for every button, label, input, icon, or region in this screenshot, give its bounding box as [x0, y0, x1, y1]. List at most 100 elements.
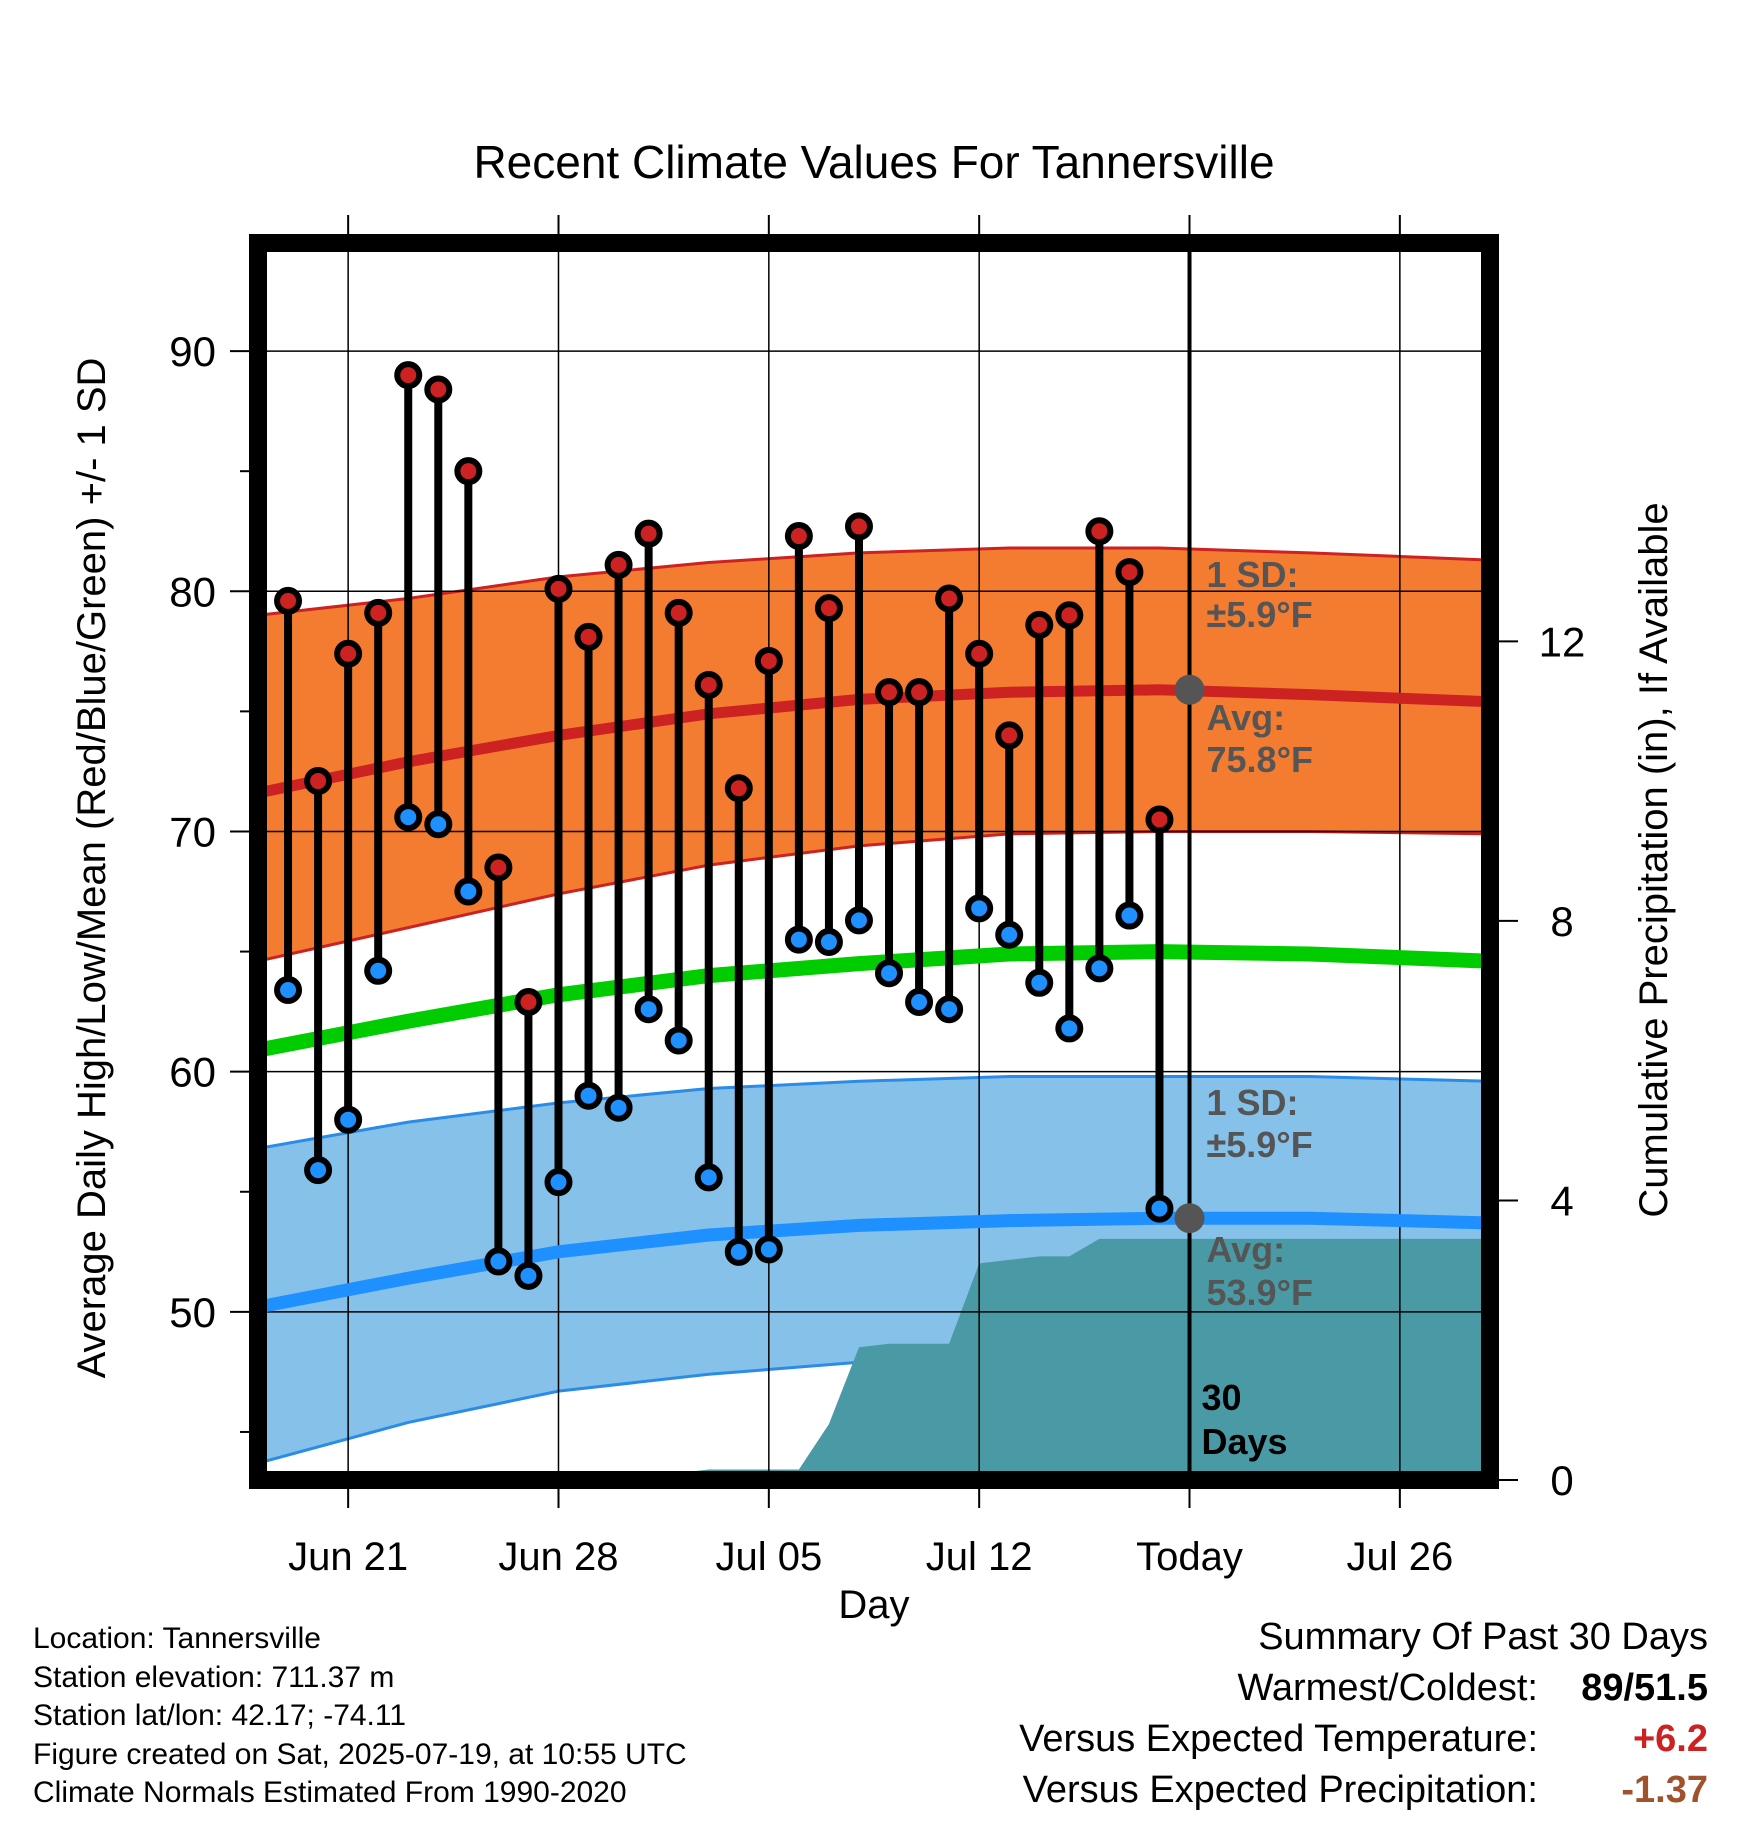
- high-point: [544, 574, 573, 603]
- days-number: 30: [1202, 1377, 1242, 1418]
- low-point: [814, 927, 843, 956]
- high-point: [1025, 610, 1054, 639]
- high-point: [995, 721, 1024, 750]
- low-avg-value: 53.9°F: [1207, 1272, 1313, 1313]
- station-info: Location: Tannersville Station elevation…: [33, 1620, 687, 1813]
- plot-frame: [249, 234, 1499, 1489]
- high-point: [1145, 805, 1174, 834]
- low-point: [784, 925, 813, 954]
- high-point: [784, 522, 813, 551]
- high-point: [814, 594, 843, 623]
- high-point: [454, 457, 483, 486]
- high-avg-value: 75.8°F: [1207, 739, 1313, 780]
- x-tick-label: Jul 26: [1346, 1535, 1453, 1579]
- high-point: [965, 639, 994, 668]
- today-high-avg-marker: [1174, 674, 1205, 705]
- low-point: [484, 1247, 513, 1276]
- high-point: [424, 375, 453, 404]
- elevation-text: Station elevation: 711.37 m: [33, 1660, 395, 1694]
- high-point: [1055, 601, 1084, 630]
- x-tick-label: Jun 28: [498, 1535, 618, 1579]
- y-axis-title: Average Daily High/Low/Mean (Red/Blue/Gr…: [70, 358, 114, 1379]
- y2-axis-title: Cumulative Precipitation (in), If Availa…: [1632, 502, 1676, 1217]
- low-point: [424, 810, 453, 839]
- high-avg-label: Avg:: [1207, 697, 1286, 738]
- low-point: [574, 1081, 603, 1110]
- low-point: [364, 956, 393, 985]
- low-point: [1055, 1014, 1084, 1043]
- high-point: [694, 670, 723, 699]
- low-point: [394, 803, 423, 832]
- y-tick-label: 80: [169, 568, 216, 615]
- low-point: [634, 995, 663, 1024]
- high-point: [604, 550, 633, 579]
- today-low-avg-marker: [1174, 1203, 1205, 1234]
- high-point: [394, 361, 423, 390]
- low-sd-label: 1 SD:: [1207, 1082, 1299, 1123]
- low-point: [604, 1093, 633, 1122]
- high-point: [724, 774, 753, 803]
- axes: 50 60 70 80 90 0 4 8 12 Jun 21 Jun 28 Jul 05 Jul 12 T…: [169, 215, 1585, 1579]
- normals-text: Climate Normals Estimated From 1990-2020: [33, 1776, 627, 1809]
- high-point: [664, 598, 693, 627]
- summary-temp-row: Versus Expected Temperature: +6.2: [1019, 1714, 1708, 1765]
- temp-anomaly-label: Versus Expected Temperature:: [1019, 1718, 1538, 1760]
- high-point: [905, 678, 934, 707]
- high-sd-value: ±5.9°F: [1207, 594, 1313, 635]
- y-tick-label: 70: [169, 808, 216, 855]
- warmest-label: Warmest/Coldest:: [1237, 1667, 1538, 1709]
- precipitation-area: [258, 1238, 1490, 1480]
- low-point: [754, 1235, 783, 1264]
- low-point: [1145, 1194, 1174, 1223]
- high-point: [364, 598, 393, 627]
- low-point: [875, 959, 904, 988]
- y2-tick-label: 8: [1550, 898, 1573, 945]
- low-point: [905, 988, 934, 1017]
- latlon-text: Station lat/lon: 42.17; -74.11: [33, 1699, 407, 1732]
- x-axis-title: Day: [838, 1583, 909, 1627]
- high-point: [634, 519, 663, 548]
- low-point: [844, 906, 873, 935]
- temp-anomaly-value: +6.2: [1632, 1718, 1708, 1760]
- low-sd-upper-line: [258, 1075, 1490, 1150]
- precip-anomaly-value: -1.37: [1621, 1769, 1708, 1811]
- high-point: [754, 646, 783, 675]
- low-point: [274, 976, 303, 1005]
- low-point: [694, 1163, 723, 1192]
- high-sd-label: 1 SD:: [1207, 554, 1299, 595]
- high-point: [484, 853, 513, 882]
- x-tick-label: Jun 21: [288, 1535, 408, 1579]
- precip-anomaly-label: Versus Expected Precipitation:: [1022, 1769, 1538, 1811]
- low-avg-label: Avg:: [1207, 1229, 1286, 1270]
- x-tick-label: Jul 05: [715, 1535, 822, 1579]
- low-point: [935, 995, 964, 1024]
- summary-panel: Summary Of Past 30 Days Warmest/Coldest:…: [1019, 1612, 1708, 1816]
- chart-title: Recent Climate Values For Tannersville: [473, 136, 1274, 188]
- low-point: [1115, 901, 1144, 930]
- low-point: [304, 1156, 333, 1185]
- low-point: [664, 1026, 693, 1055]
- high-point: [334, 639, 363, 668]
- low-point: [1025, 968, 1054, 997]
- low-point: [544, 1168, 573, 1197]
- low-point: [724, 1237, 753, 1266]
- x-tick-label: Jul 12: [926, 1535, 1033, 1579]
- high-point: [1115, 558, 1144, 587]
- high-point: [844, 512, 873, 541]
- high-point: [935, 584, 964, 613]
- location-text: Location: Tannersville: [33, 1622, 321, 1655]
- low-point: [334, 1105, 363, 1134]
- low-point: [514, 1261, 543, 1290]
- low-point: [1085, 954, 1114, 983]
- y2-tick-label: 4: [1550, 1177, 1573, 1224]
- days-label: Days: [1202, 1421, 1288, 1462]
- summary-precip-row: Versus Expected Precipitation: -1.37: [1019, 1765, 1708, 1816]
- y2-tick-label: 12: [1539, 618, 1586, 665]
- summary-warmest-row: Warmest/Coldest: 89/51.5: [1019, 1663, 1708, 1714]
- high-point: [514, 988, 543, 1017]
- mean-avg-line: [258, 944, 1490, 1058]
- y-tick-label: 50: [169, 1289, 216, 1336]
- high-point: [1085, 517, 1114, 546]
